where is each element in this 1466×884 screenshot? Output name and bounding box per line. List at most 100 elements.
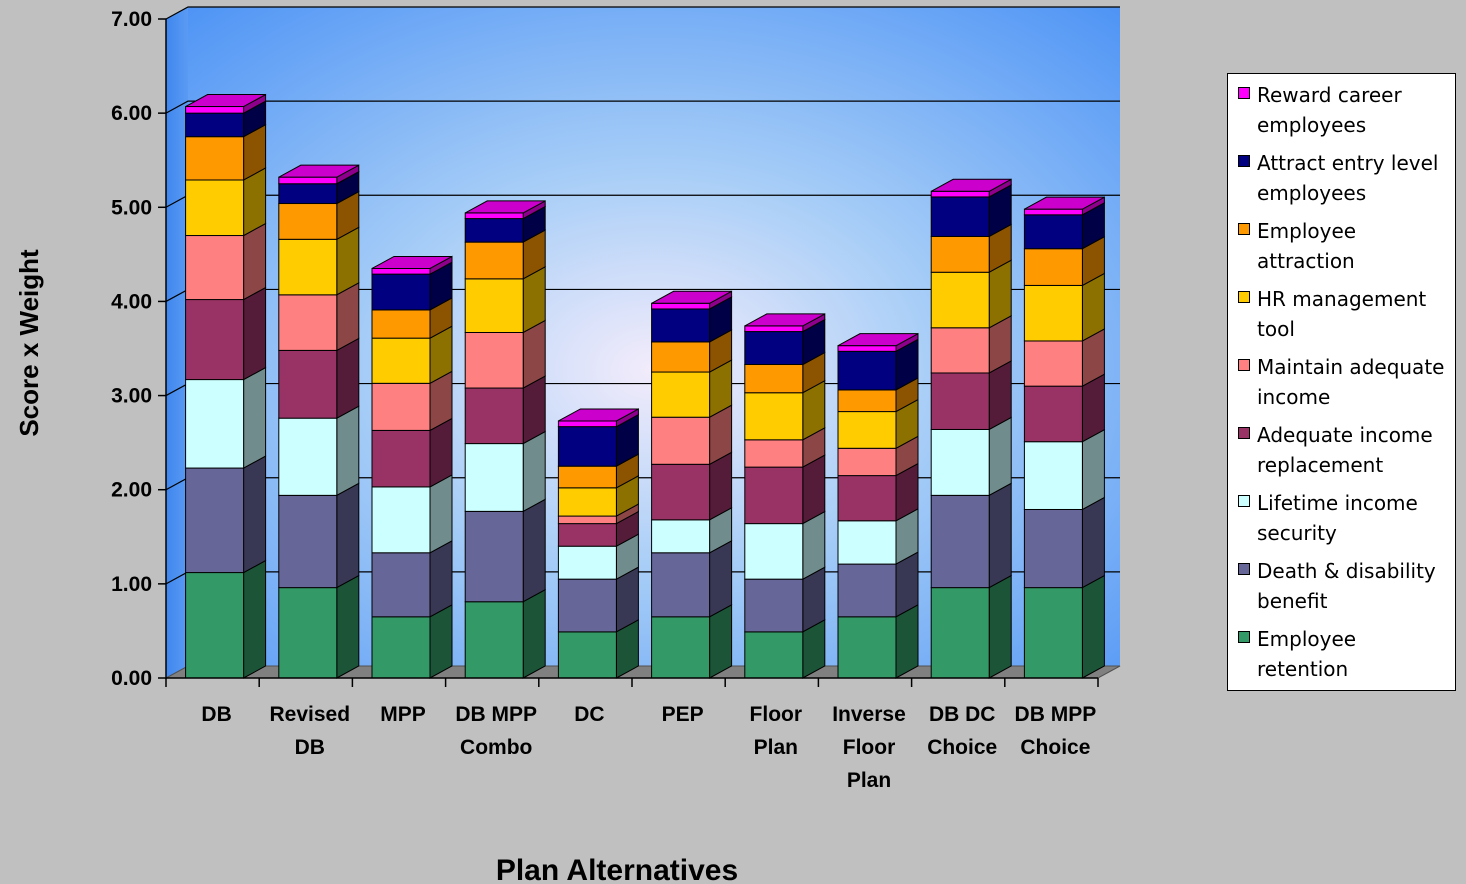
bar-stack [185,93,267,679]
bar-segment-front [1023,284,1083,342]
bar-segment [930,360,1012,431]
bar-segment [744,379,826,441]
bar-segment [557,474,639,517]
bar-segment-front [744,631,804,679]
x-tick-label: Plan [847,769,891,792]
bar-segment [744,510,826,580]
chart-legend: Reward career employees Attract entry lev… [1227,73,1456,691]
bar-segment-front [371,382,431,431]
bar-segment-front [464,218,524,243]
x-tick-label: DB [295,736,325,759]
bar-segment [930,416,1012,497]
bar-segment-front [557,487,617,517]
bar-segment-front [837,389,897,413]
bar-segment-front [557,465,617,489]
bar-segment [837,462,919,522]
bar-segment-side [429,474,453,554]
bar-segment-front [837,447,897,477]
legend-swatch [1238,155,1250,167]
bar-segment-front [744,331,804,366]
bar-segment [1023,328,1105,387]
bar-segment-front [1023,208,1083,216]
x-tick-label: Combo [460,736,532,759]
side-wall [166,7,188,678]
bar-segment [557,533,639,580]
legend-item: Maintain adequate income [1238,352,1449,412]
bar-segment [185,123,267,181]
x-tick-label: Choice [927,736,997,759]
bar-segment-side [988,416,1012,497]
bar-segment [651,296,733,343]
bar-segment [930,184,1012,238]
bar-segment-front [930,494,990,589]
y-tick-label: 1.00 [111,573,152,596]
bar-segment [930,314,1012,374]
bar-segment-front [651,616,711,679]
bar-segment [1023,496,1105,589]
bar-segment-front [1023,587,1083,679]
bar-segment-front [744,523,804,580]
bar-segment-front [185,179,245,237]
bar-segment-front [744,325,804,333]
bar-segment [557,566,639,633]
legend-swatch [1238,427,1250,439]
bar-segment-front [278,494,338,589]
legend-swatch [1238,495,1250,507]
bar-segment [371,261,453,311]
bar-segment-front [557,426,617,467]
bar-segment [930,482,1012,589]
bar-segment [371,474,453,554]
bar-stack [651,290,733,679]
bar-segment-front [185,112,245,138]
bar-segment-front [464,601,524,679]
bar-segment [1023,201,1105,250]
bar-stack [837,332,919,679]
bar-segment [837,551,919,618]
bar-top [558,408,639,422]
bar-segment-front [185,235,245,301]
x-tick-label: Floor [750,703,803,726]
bar-segment [371,603,453,679]
bar-segment-side [429,539,453,618]
bar-segment [371,370,453,432]
bar-segment-front [651,416,711,465]
bar-top [744,313,826,327]
bar-segment-front [464,510,524,603]
bar-segment-side [243,455,267,574]
bar-segment-front [837,475,897,522]
bar-segment [837,338,919,391]
bar-segment-front [651,463,711,521]
legend-swatch [1238,359,1250,371]
bar-segment-front [651,371,711,418]
bar-segment-front [371,486,431,554]
bar-segment-side [709,603,733,679]
bar-segment-front [837,350,897,391]
bar-segment-front [744,466,804,525]
bar-segment-front [744,364,804,394]
x-tick-label: MPP [380,703,426,726]
bar-segment [464,265,546,334]
bar-segment-front [744,392,804,441]
bar-top [837,333,919,347]
bar-segment [278,337,360,420]
bar-segment-front [837,563,897,618]
bar-stack [744,313,826,679]
bar-segment [278,170,360,205]
bar-segment [278,226,360,296]
legend-item: Attract entry level employees [1238,148,1449,208]
legend-label: Adequate income replacement [1257,423,1433,477]
bar-segment-front [371,309,431,339]
bar-segment [651,329,733,373]
bar-segment-front [744,578,804,633]
bars-group [185,93,1105,679]
bar-segment [557,453,639,489]
bar-segment-side [243,222,267,301]
bar-segment-front [278,294,338,351]
bar-segment [1023,428,1105,511]
bar-segment-side [522,430,546,513]
bar-segment-front [185,379,245,469]
legend-item: Employee attraction [1238,216,1449,276]
bar-segment [278,574,360,679]
bar-segment [371,297,453,339]
bar-segment-front [930,271,990,329]
